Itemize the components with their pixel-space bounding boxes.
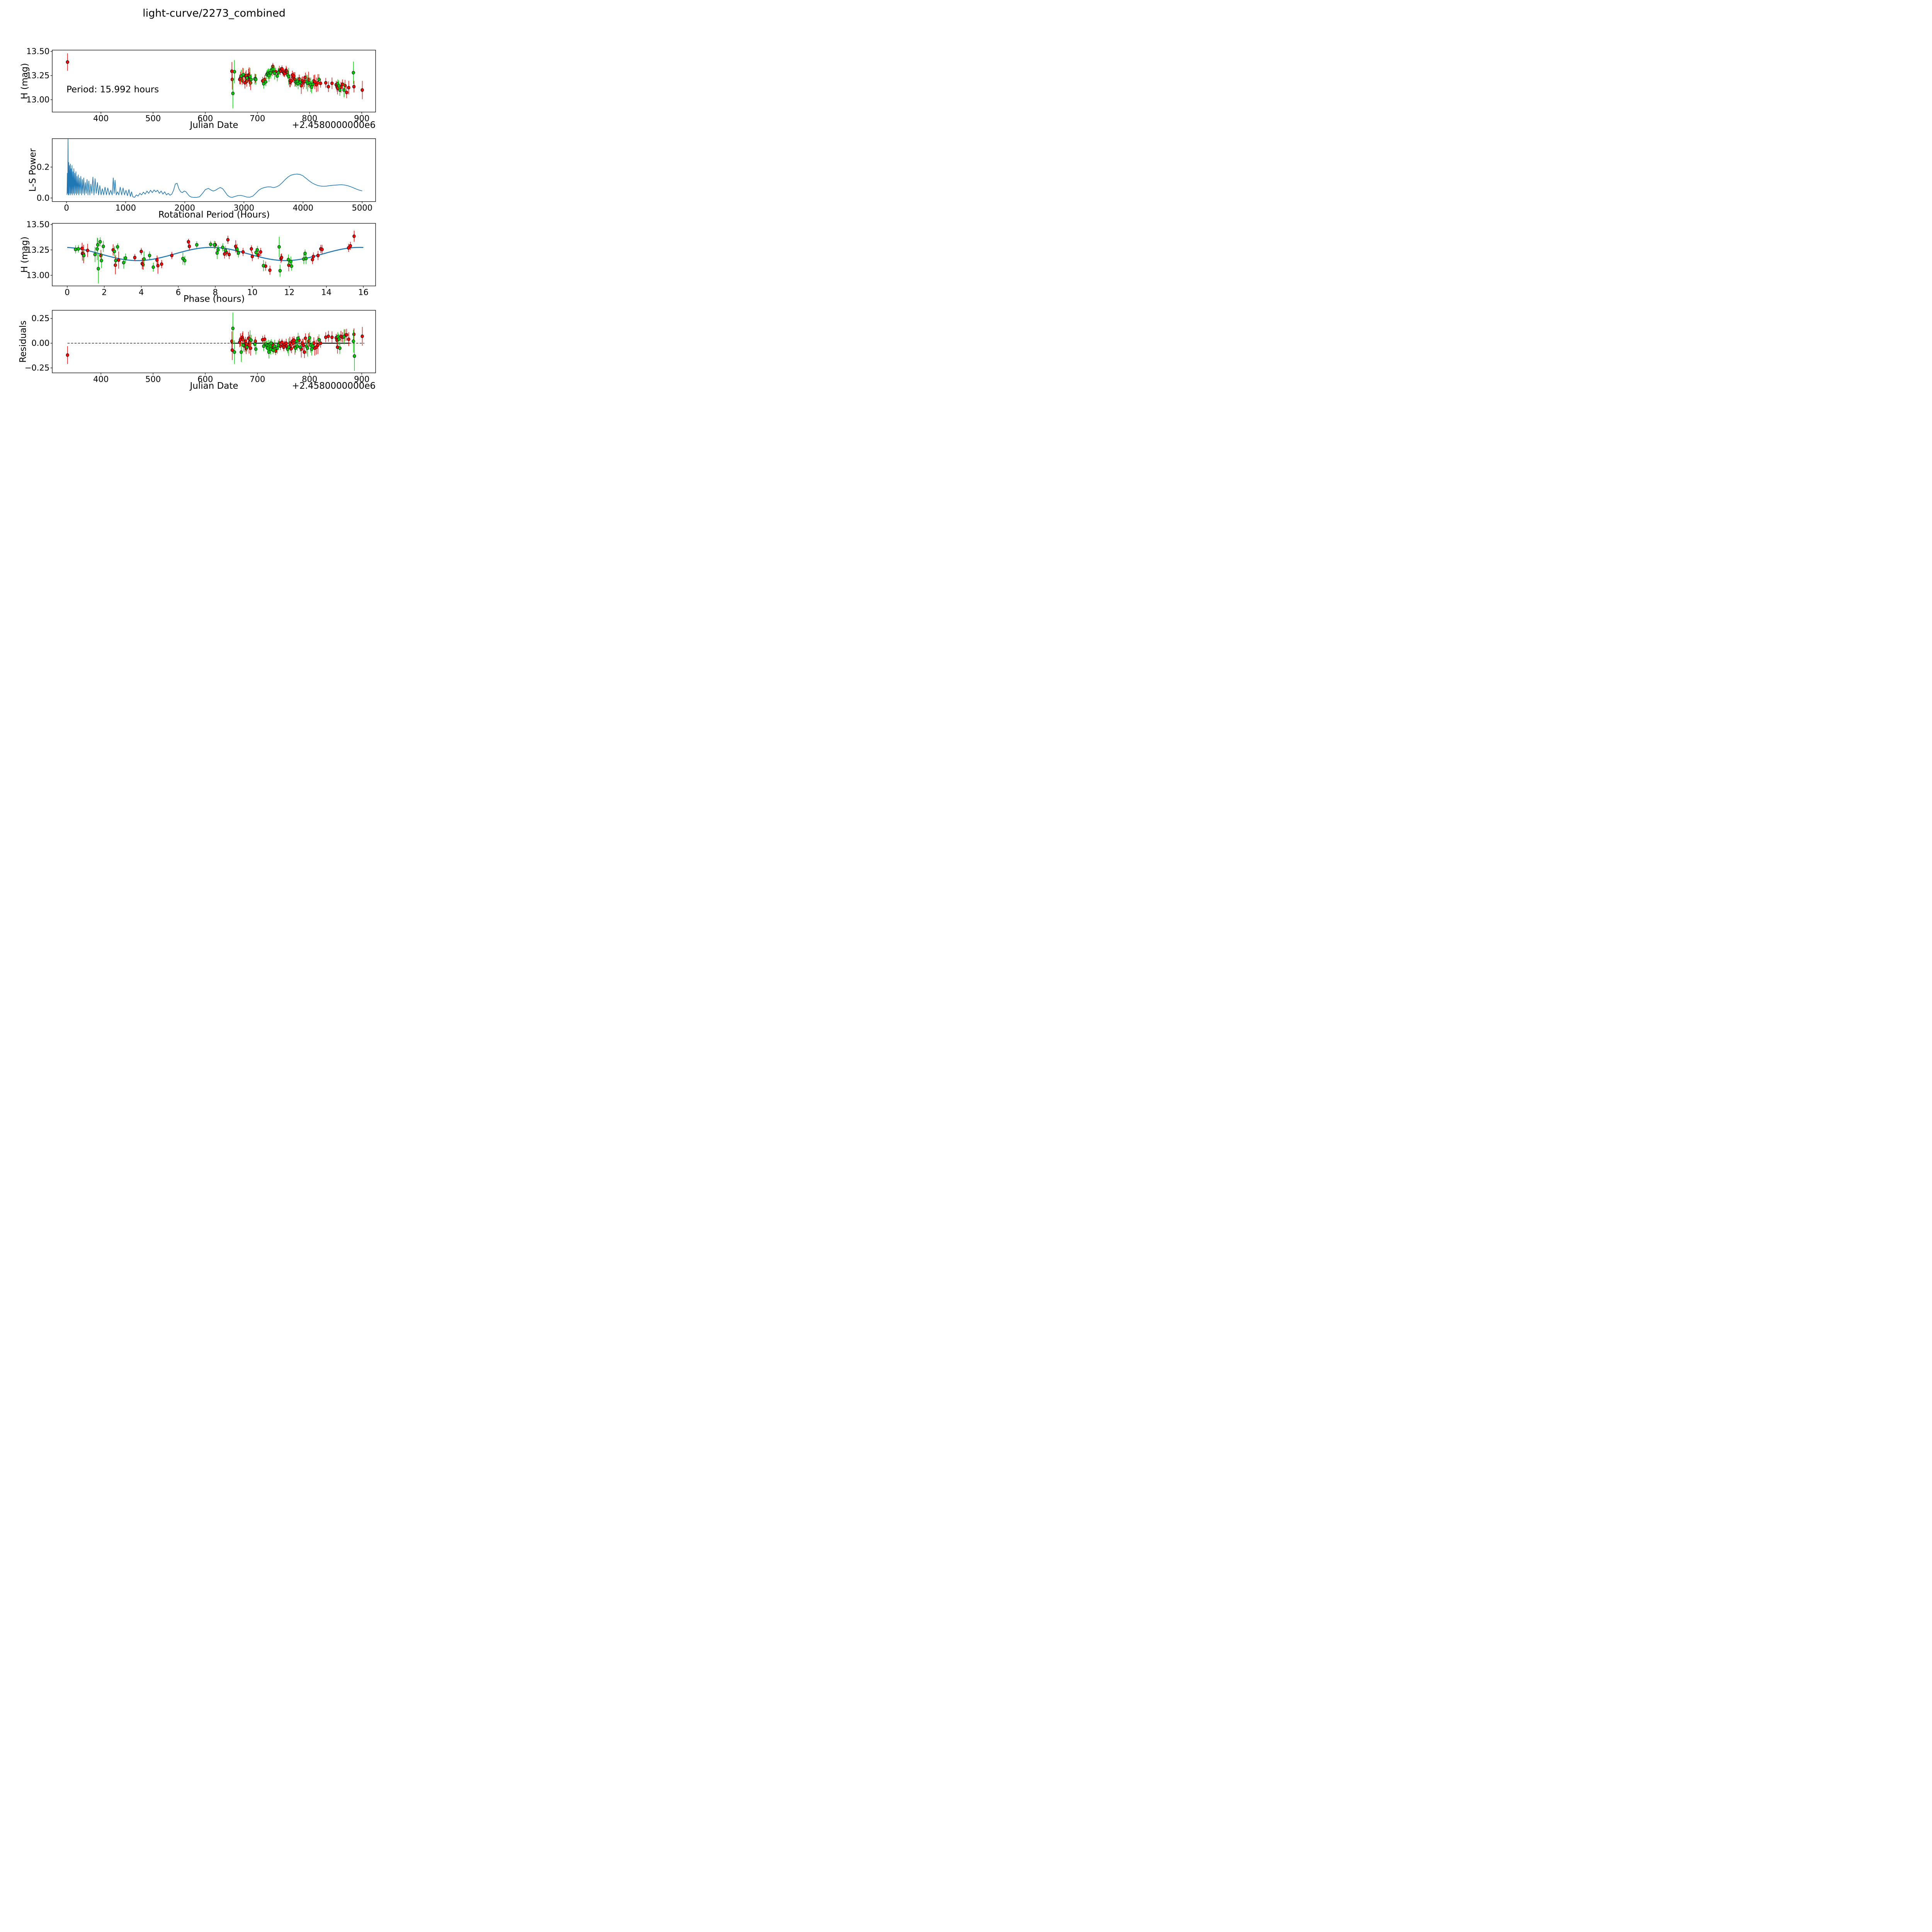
residuals-xtick: 900: [354, 375, 369, 384]
lightcurve-xtick: 400: [93, 114, 109, 123]
panel-periodogram: 0 1000 2000 3000 4000 5000 0.2 0.0: [37, 138, 376, 213]
period-annotation: Period: 15.992 hours: [66, 85, 159, 95]
residuals-xtick: 700: [250, 375, 265, 384]
figure-title: light-curve/2273_combined: [143, 7, 286, 19]
lightcurve-ytick: 13.25: [26, 71, 49, 80]
residuals-x-offset: +2.4580000000e6: [292, 381, 376, 391]
periodogram-ylabel: L-S Power: [28, 148, 38, 192]
phase-xtick: 12: [284, 288, 294, 297]
lightcurve-xtick: 800: [302, 114, 317, 123]
residuals-ytick: −0.25: [25, 363, 49, 372]
lightcurve-green-series: [231, 60, 355, 109]
lightcurve-x-offset: +2.4580000000e6: [292, 120, 376, 130]
lightcurve-ytick: 13.00: [26, 95, 49, 104]
phase-xtick: 0: [65, 288, 70, 297]
lightcurve-ytick: 13.50: [26, 47, 49, 56]
lightcurve-xlabel: Julian Date: [190, 120, 238, 130]
residuals-green-series: [231, 312, 356, 371]
panel-phase: 0 2 4 6 8 10 12 14 16 13.50 13.25 13.00: [26, 220, 376, 297]
phase-xtick: 8: [213, 288, 218, 297]
periodogram-xtick: 3000: [234, 203, 254, 213]
phase-green-series: [74, 236, 308, 284]
phase-xtick: 16: [358, 288, 369, 297]
lightcurve-xtick: 600: [197, 114, 213, 123]
lightcurve-frame: [52, 49, 376, 112]
phase-xtick: 6: [176, 288, 181, 297]
phase-xtick: 14: [321, 288, 332, 297]
residuals-xlabel: Julian Date: [190, 381, 238, 391]
periodogram-xtick: 5000: [352, 203, 372, 213]
lightcurve-ylabel: H (mag): [20, 63, 30, 99]
phase-xtick: 4: [139, 288, 144, 297]
residuals-frame: [52, 310, 376, 373]
periodogram-xlabel: Rotational Period (Hours): [158, 210, 270, 220]
residuals-xtick: 500: [145, 375, 161, 384]
residuals-red-series: [66, 327, 364, 364]
periodogram-xtick: 2000: [174, 203, 195, 213]
phase-ytick: 13.25: [26, 245, 49, 255]
periodogram-xtick: 0: [64, 203, 69, 213]
phase-xlabel: Phase (hours): [183, 294, 245, 304]
phase-ylabel: H (mag): [20, 236, 30, 273]
residuals-xtick: 800: [302, 375, 317, 384]
residuals-xtick: 400: [93, 375, 109, 384]
phase-ytick: 13.00: [26, 270, 49, 280]
phase-xtick: 2: [102, 288, 107, 297]
light-curve-figure: 400 500 600 700 800 900 13.50 13.25 13.00 0 1000 20…: [0, 0, 417, 417]
periodogram-ytick: 0.0: [37, 193, 49, 202]
residuals-ytick: 0.25: [31, 314, 49, 323]
phase-frame: [52, 223, 376, 286]
panel-lightcurve: 400 500 600 700 800 900 13.50 13.25 13.00: [26, 47, 376, 123]
periodogram-frame: [52, 138, 376, 202]
residuals-ytick: 0.00: [31, 338, 49, 348]
lightcurve-xtick: 900: [354, 114, 369, 123]
residuals-xtick: 600: [197, 375, 213, 384]
periodogram-xtick: 4000: [293, 203, 313, 213]
lightcurve-xtick: 500: [145, 114, 161, 123]
lightcurve-xtick: 700: [250, 114, 265, 123]
phase-xtick: 10: [247, 288, 258, 297]
residuals-ylabel: Residuals: [18, 320, 28, 363]
phase-ytick: 13.50: [26, 220, 49, 229]
periodogram-ytick: 0.2: [37, 162, 49, 172]
panel-residuals: 400 500 600 700 800 900 0.25 0.00 −0.25: [25, 310, 376, 384]
periodogram-xtick: 1000: [115, 203, 136, 213]
periodogram-line: [66, 139, 362, 198]
